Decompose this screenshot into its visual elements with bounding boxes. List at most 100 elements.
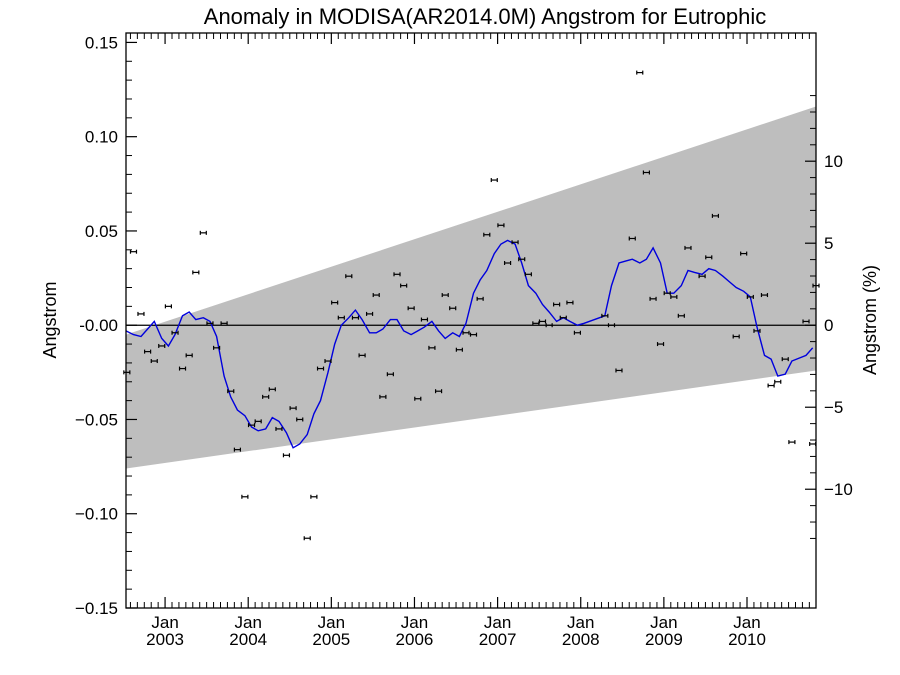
data-point <box>310 494 318 499</box>
smoothed-line <box>125 239 814 449</box>
data-point <box>137 311 145 316</box>
data-point <box>254 419 262 424</box>
data-point <box>199 230 207 235</box>
x-tick-year: 2006 <box>396 630 434 649</box>
y-tick-label: −0.15 <box>75 599 118 618</box>
data-point <box>538 319 547 324</box>
data-point <box>802 319 810 324</box>
data-point <box>158 343 166 348</box>
data-point <box>393 272 401 277</box>
data-point <box>663 291 671 296</box>
data-point <box>123 370 131 375</box>
data-point <box>449 306 457 311</box>
data-point <box>414 396 422 401</box>
data-point <box>282 453 291 458</box>
x-tick-year: 2009 <box>645 630 683 649</box>
data-point <box>372 293 380 298</box>
y-tick-label: 0.15 <box>85 33 118 52</box>
data-point <box>331 300 339 305</box>
data-point <box>767 383 775 388</box>
data-point <box>740 251 748 256</box>
y-axis-label-left: Angstrom <box>40 281 60 358</box>
data-point <box>192 270 200 275</box>
x-tick-month: Jan <box>650 613 677 632</box>
data-point <box>420 317 429 322</box>
data-point <box>649 296 657 301</box>
data-point <box>227 389 235 394</box>
data-point <box>441 293 449 298</box>
data-point <box>636 70 644 75</box>
data-point <box>262 394 270 399</box>
data-point <box>615 368 623 373</box>
x-tick-month: Jan <box>567 613 594 632</box>
data-point <box>711 213 720 218</box>
data-point <box>213 345 221 350</box>
data-point <box>275 426 283 431</box>
trend-envelope <box>126 106 816 469</box>
data-point <box>503 261 512 265</box>
chart-title: Anomaly in MODISA(AR2014.0M) Angstrom fo… <box>204 4 766 29</box>
data-point <box>698 274 706 279</box>
data-point <box>518 257 526 262</box>
data-point <box>150 359 158 364</box>
x-tick-year: 2005 <box>312 630 350 649</box>
data-point <box>365 311 374 316</box>
data-point <box>407 306 415 311</box>
data-point <box>428 345 436 350</box>
data-point <box>386 372 394 377</box>
data-point <box>164 304 172 309</box>
data-point <box>524 272 532 277</box>
data-point <box>601 313 609 318</box>
y2-tick-label: −10 <box>824 480 853 499</box>
y2-tick-label: 0 <box>824 316 833 335</box>
y-tick-label: −0.10 <box>75 505 118 524</box>
data-point <box>732 334 740 339</box>
x-tick-month: Jan <box>733 613 760 632</box>
data-point <box>511 240 519 245</box>
data-point <box>607 323 616 328</box>
data-point <box>497 223 505 228</box>
y-axis-label-right: Angstrom (%) <box>860 265 880 375</box>
x-tick-month: Jan <box>151 613 178 632</box>
data-point <box>220 321 228 326</box>
data-point <box>268 387 276 392</box>
data-point <box>233 447 241 452</box>
data-point <box>469 332 478 337</box>
x-tick-month: Jan <box>318 613 345 632</box>
data-point <box>642 170 651 175</box>
data-point <box>345 274 353 279</box>
data-point <box>628 236 636 241</box>
x-tick-year: 2007 <box>479 630 517 649</box>
data-point <box>178 366 187 371</box>
y2-tick-label: −5 <box>824 398 843 417</box>
data-point <box>774 379 782 384</box>
data-point <box>781 357 789 362</box>
data-point <box>677 313 685 318</box>
data-point <box>573 330 582 335</box>
data-point <box>206 321 214 326</box>
y-tick-label: 0.05 <box>85 222 118 241</box>
plot-area: 0.15 0.10 0.05 -0.00 −0.05 −0.10 −0.15 10 5 0 −5 −1… <box>75 32 853 649</box>
data-point <box>241 494 249 499</box>
data-point <box>746 294 754 299</box>
data-point <box>490 178 498 183</box>
data-point <box>379 394 387 399</box>
y-tick-label: -0.00 <box>79 316 118 335</box>
data-point <box>144 349 152 354</box>
y-tick-label: −0.05 <box>75 410 118 429</box>
data-point <box>171 330 179 335</box>
y2-tick-label: 5 <box>824 234 833 253</box>
data-point <box>483 232 491 237</box>
plot-frame <box>125 32 817 609</box>
data-point <box>532 321 540 326</box>
data-point <box>185 353 193 358</box>
x-tick-month: Jan <box>234 613 261 632</box>
x-tick-year: 2010 <box>728 630 766 649</box>
data-point <box>753 328 761 333</box>
x-tick-year: 2008 <box>562 630 600 649</box>
data-point <box>337 315 345 320</box>
data-point <box>462 330 470 335</box>
data-point <box>553 302 561 307</box>
x-tick-month: Jan <box>484 613 511 632</box>
